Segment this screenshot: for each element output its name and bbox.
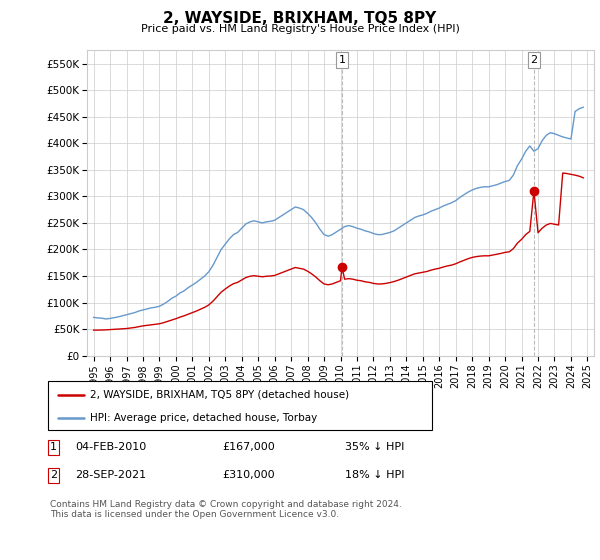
Text: 2, WAYSIDE, BRIXHAM, TQ5 8PY: 2, WAYSIDE, BRIXHAM, TQ5 8PY — [163, 11, 437, 26]
Text: 35% ↓ HPI: 35% ↓ HPI — [345, 442, 404, 452]
Text: £167,000: £167,000 — [222, 442, 275, 452]
Text: Price paid vs. HM Land Registry's House Price Index (HPI): Price paid vs. HM Land Registry's House … — [140, 24, 460, 34]
Text: 2: 2 — [530, 55, 538, 65]
Text: 1: 1 — [50, 442, 57, 452]
Text: Contains HM Land Registry data © Crown copyright and database right 2024.
This d: Contains HM Land Registry data © Crown c… — [50, 500, 401, 519]
Text: HPI: Average price, detached house, Torbay: HPI: Average price, detached house, Torb… — [90, 413, 317, 423]
Text: 28-SEP-2021: 28-SEP-2021 — [75, 470, 146, 480]
Text: 18% ↓ HPI: 18% ↓ HPI — [345, 470, 404, 480]
Text: 2: 2 — [50, 470, 57, 480]
Text: 04-FEB-2010: 04-FEB-2010 — [75, 442, 146, 452]
Text: 1: 1 — [338, 55, 346, 65]
Text: £310,000: £310,000 — [222, 470, 275, 480]
Text: 2, WAYSIDE, BRIXHAM, TQ5 8PY (detached house): 2, WAYSIDE, BRIXHAM, TQ5 8PY (detached h… — [90, 390, 349, 400]
FancyBboxPatch shape — [48, 381, 432, 430]
